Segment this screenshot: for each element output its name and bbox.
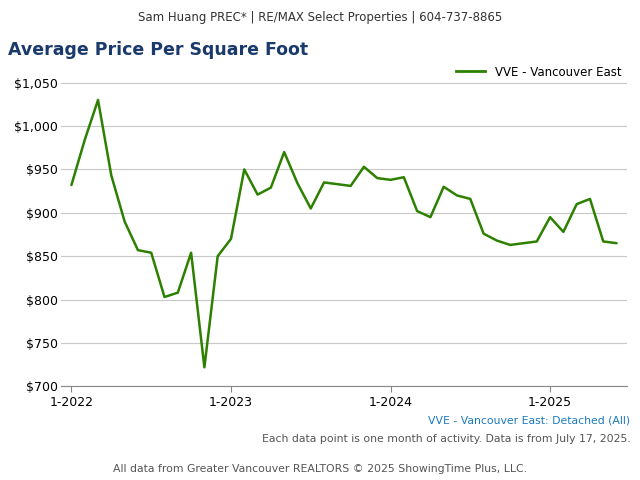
Text: Sam Huang PREC* | RE/MAX Select Properties | 604-737-8865: Sam Huang PREC* | RE/MAX Select Properti…: [138, 12, 502, 24]
Text: All data from Greater Vancouver REALTORS © 2025 ShowingTime Plus, LLC.: All data from Greater Vancouver REALTORS…: [113, 464, 527, 474]
Text: Each data point is one month of activity. Data is from July 17, 2025.: Each data point is one month of activity…: [262, 434, 630, 444]
Text: VVE - Vancouver East: Detached (All): VVE - Vancouver East: Detached (All): [428, 415, 630, 425]
Legend: VVE - Vancouver East: VVE - Vancouver East: [456, 66, 621, 79]
Text: Average Price Per Square Foot: Average Price Per Square Foot: [8, 41, 308, 59]
